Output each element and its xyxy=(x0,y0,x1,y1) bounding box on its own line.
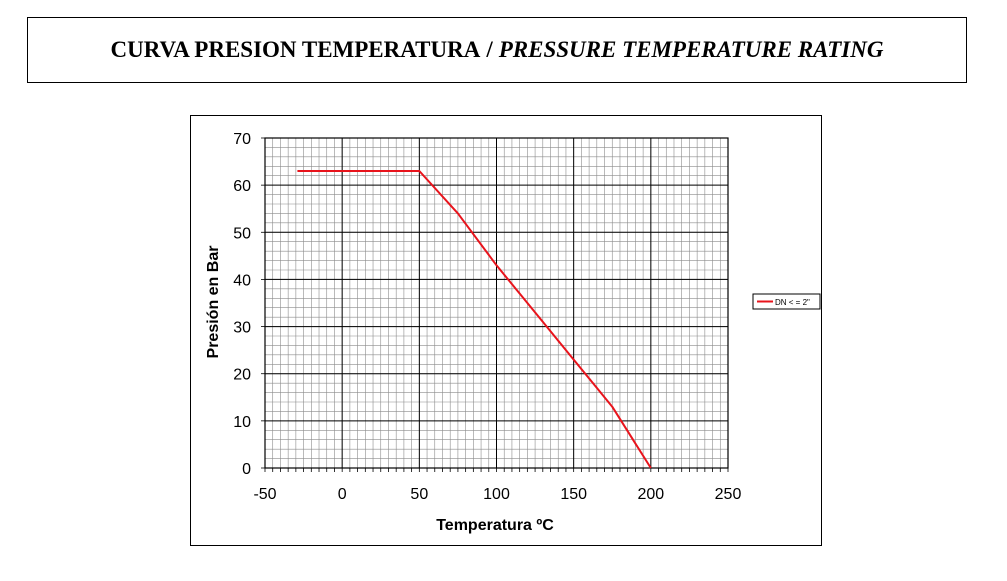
x-tick-label: 150 xyxy=(560,486,587,503)
y-tick-label: 40 xyxy=(233,272,251,289)
x-tick-label: 200 xyxy=(637,486,664,503)
x-tick-label: 250 xyxy=(715,486,742,503)
y-tick-label: 10 xyxy=(233,414,251,431)
y-tick-label: 60 xyxy=(233,178,251,195)
series-line xyxy=(297,170,652,469)
x-tick-label: 100 xyxy=(483,486,510,503)
y-axis-label: Presión en Bar xyxy=(205,246,222,359)
y-tick-label: 20 xyxy=(233,367,251,384)
title-english: PRESSURE TEMPERATURE RATING xyxy=(498,37,884,62)
y-tick-label: 0 xyxy=(242,461,251,478)
title-separator: / xyxy=(486,37,493,62)
chart-frame xyxy=(190,115,822,546)
y-tick-label: 70 xyxy=(233,131,251,148)
axes xyxy=(261,137,729,472)
y-tick-label: 50 xyxy=(233,225,251,242)
page-title: CURVA PRESION TEMPERATURA / PRESSURE TEM… xyxy=(27,17,967,83)
x-tick-label: 0 xyxy=(338,486,347,503)
x-tick-label: -50 xyxy=(253,486,276,503)
y-tick-label: 30 xyxy=(233,320,251,337)
major-grid xyxy=(264,137,729,469)
legend: DN < = 2" xyxy=(752,293,821,310)
title-spanish: CURVA PRESION TEMPERATURA xyxy=(110,37,481,62)
legend-label: DN < = 2" xyxy=(775,298,810,307)
series-layer xyxy=(297,170,652,469)
x-tick-label: 50 xyxy=(410,486,428,503)
x-axis-label: Temperatura ºC xyxy=(436,517,554,534)
legend-box xyxy=(752,293,821,310)
